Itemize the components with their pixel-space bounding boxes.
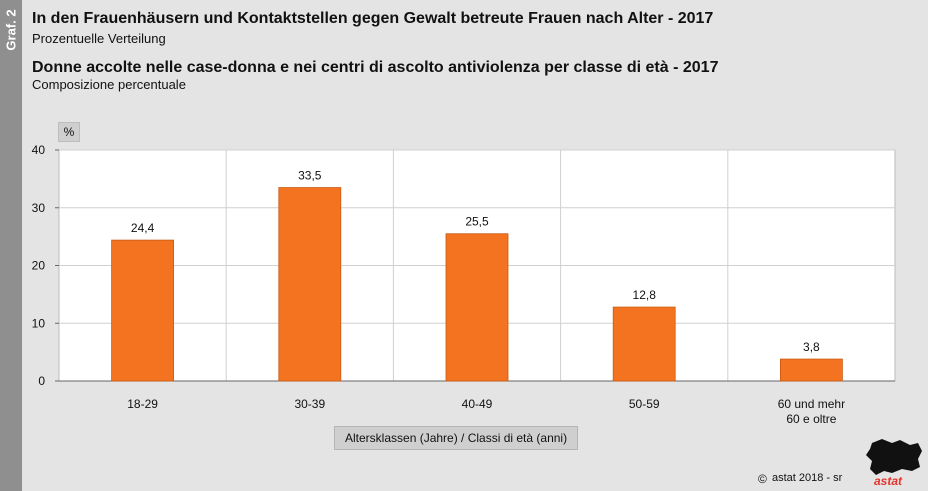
y-unit-label: % bbox=[58, 122, 80, 142]
x-axis-title: Altersklassen (Jahre) / Classi di età (a… bbox=[334, 426, 579, 450]
x-tick-label-0: 18-29 bbox=[127, 397, 158, 411]
chart-subtitle-de: Prozentuelle Verteilung bbox=[32, 31, 166, 46]
side-tab: Graf. 2 bbox=[0, 0, 22, 491]
bar-value-label-2: 25,5 bbox=[465, 215, 489, 229]
bar-4 bbox=[780, 358, 843, 382]
y-tick-label-0: 0 bbox=[38, 374, 45, 388]
copyright-icon: © bbox=[758, 472, 767, 486]
y-tick-label-4: 40 bbox=[32, 143, 46, 157]
chart-subtitle-it: Composizione percentuale bbox=[32, 77, 186, 92]
chart-title-de: In den Frauenhäusern und Kontaktstellen … bbox=[32, 10, 714, 27]
x-tick-label-3: 50-59 bbox=[629, 397, 660, 411]
x-tick-label-4-line-1: 60 e oltre bbox=[786, 412, 836, 426]
bar-value-label-3: 12,8 bbox=[633, 288, 657, 302]
x-tick-label-1: 30-39 bbox=[294, 397, 325, 411]
x-tick-label-4: 60 und mehr bbox=[778, 397, 845, 411]
bar-3 bbox=[612, 306, 676, 382]
bar-0 bbox=[111, 239, 174, 382]
bar-value-label-0: 24,4 bbox=[131, 221, 155, 235]
y-tick-label-3: 30 bbox=[32, 201, 46, 215]
y-tick-label-2: 20 bbox=[32, 259, 46, 273]
copyright-text: astat 2018 - sr bbox=[772, 472, 843, 484]
astat-logo-icon bbox=[866, 439, 922, 475]
bar-1 bbox=[278, 187, 342, 382]
bar-value-label-1: 33,5 bbox=[298, 169, 322, 183]
x-tick-label-2: 40-49 bbox=[462, 397, 493, 411]
bar-2 bbox=[445, 233, 509, 382]
astat-logo-text: astat bbox=[874, 474, 903, 488]
bar-value-label-4: 3,8 bbox=[803, 340, 820, 354]
chart-title-it: Donne accolte nelle case-donna e nei cen… bbox=[32, 59, 719, 76]
y-tick-label-1: 10 bbox=[32, 316, 46, 330]
